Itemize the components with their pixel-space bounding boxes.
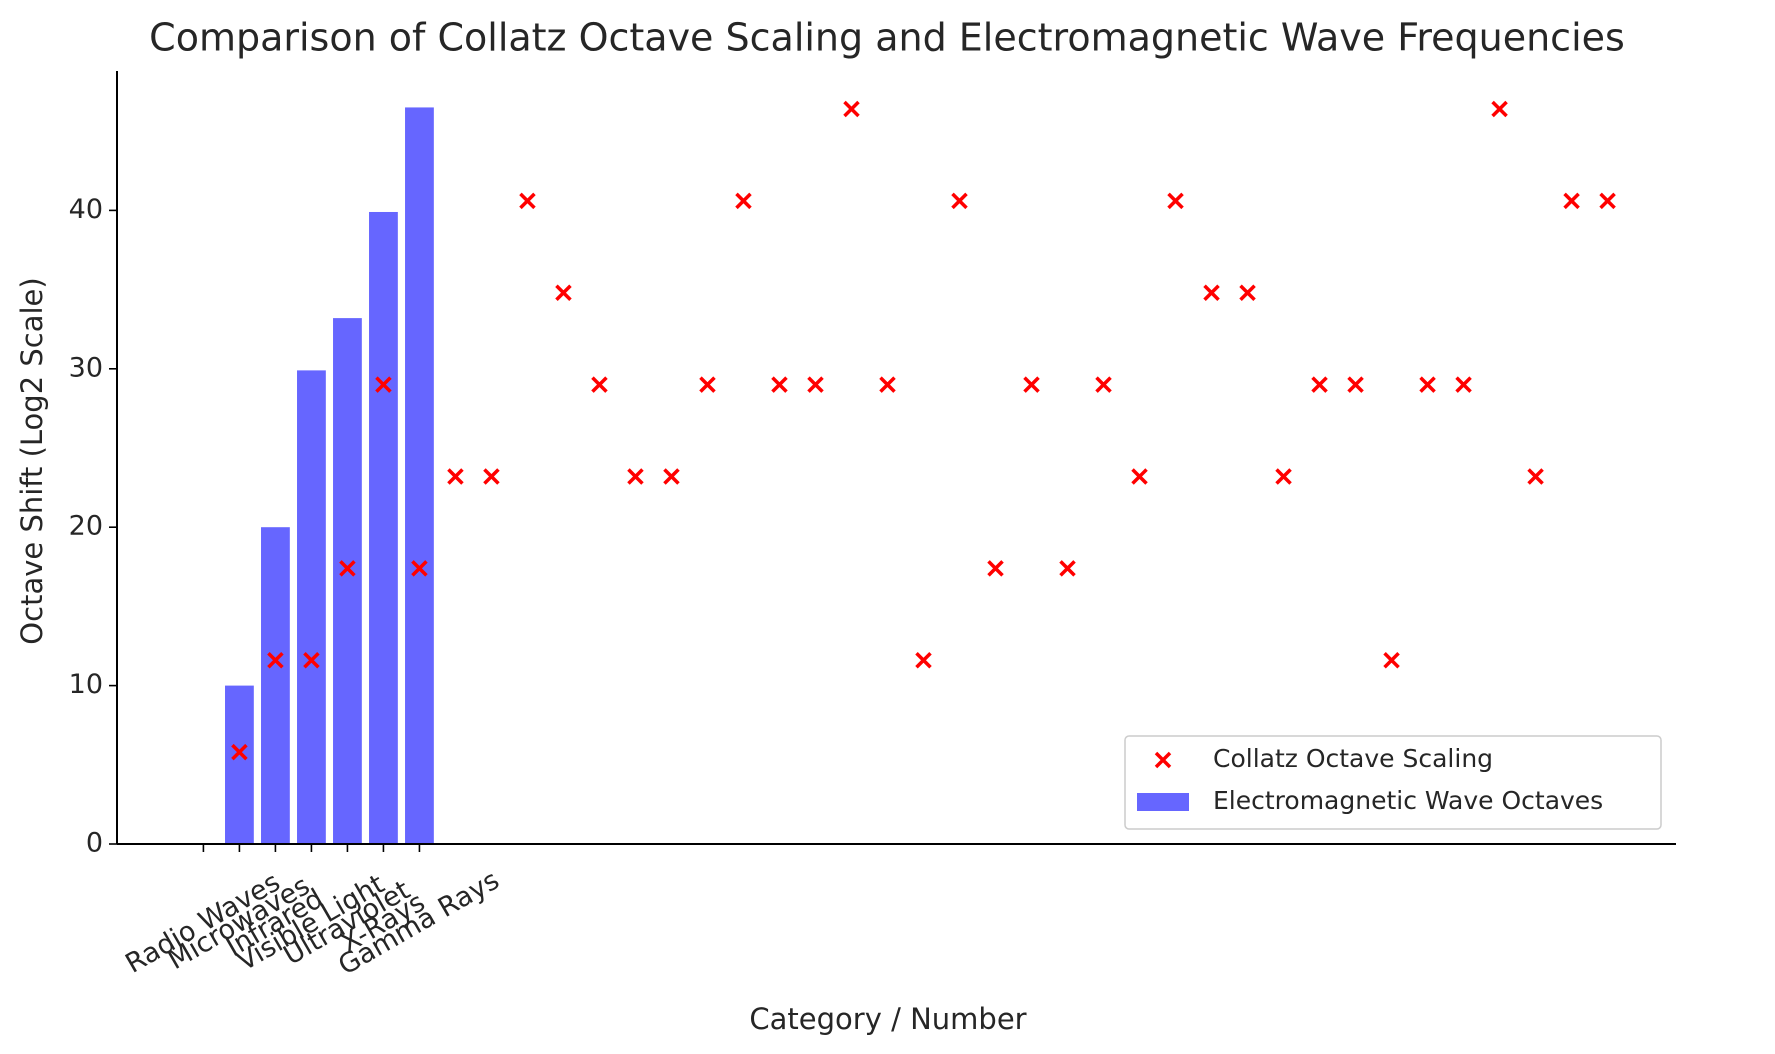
scatter-point	[519, 192, 536, 210]
scatter-point	[1059, 560, 1076, 577]
scatter-point	[483, 468, 500, 485]
scatter-point	[807, 376, 824, 393]
scatter-point	[1203, 284, 1220, 301]
legend: Collatz Octave Scaling Electromagnetic Wa…	[1124, 735, 1662, 830]
scatter-point	[411, 560, 428, 577]
scatter-point	[339, 560, 356, 577]
scatter-point	[771, 376, 788, 393]
bar	[369, 211, 398, 844]
scatter-point	[987, 560, 1004, 577]
y-tick-label: 0	[86, 828, 103, 859]
scatter-point	[843, 100, 860, 118]
scatter-point	[591, 376, 608, 393]
y-tick-label: 30	[69, 352, 103, 383]
scatter-point	[1419, 376, 1436, 393]
scatter-point	[1383, 652, 1400, 669]
bar	[333, 318, 362, 844]
scatter-point	[1239, 284, 1256, 301]
bar	[297, 370, 326, 844]
scatter-point	[1347, 376, 1364, 393]
scatter-point	[303, 652, 320, 669]
scatter-point	[1095, 376, 1112, 393]
legend-marker	[1154, 751, 1172, 769]
scatter-point	[951, 192, 968, 210]
scatter-point	[375, 376, 392, 393]
scatter-point	[879, 376, 896, 393]
x-axis-label: Category / Number	[749, 1002, 1026, 1036]
scatter-point	[1563, 192, 1580, 210]
y-tick-label: 20	[69, 511, 103, 542]
y-tick-label: 10	[69, 669, 103, 700]
scatter-point	[735, 192, 752, 210]
chart-title: Comparison of Collatz Octave Scaling and…	[149, 16, 1625, 60]
legend-label: Collatz Octave Scaling	[1213, 744, 1493, 773]
bar	[261, 527, 290, 844]
scatter-point	[915, 652, 932, 669]
y-axis-label: Octave Shift (Log2 Scale)	[15, 277, 49, 644]
scatter-point	[267, 652, 284, 669]
scatter-point	[699, 376, 716, 393]
scatter-point	[231, 743, 248, 761]
scatter-point	[1311, 376, 1328, 393]
scatter-point	[1167, 192, 1184, 210]
scatter-point	[1023, 376, 1040, 393]
scatter-point	[447, 468, 464, 485]
scatter-point	[1455, 376, 1472, 393]
scatter-point	[1131, 468, 1148, 485]
scatter-point	[1275, 468, 1292, 485]
legend-box	[1124, 735, 1662, 830]
scatter-point	[663, 468, 680, 485]
y-tick-label: 40	[69, 194, 103, 225]
bar	[405, 107, 434, 845]
scatter-point	[1527, 468, 1544, 485]
scatter-point	[627, 468, 644, 485]
scatter-point	[555, 284, 572, 301]
legend-swatch	[1137, 793, 1189, 811]
scatter-point	[1599, 192, 1616, 210]
bar	[225, 685, 254, 844]
scatter-point	[1491, 100, 1508, 118]
legend-label: Electromagnetic Wave Octaves	[1213, 786, 1603, 815]
